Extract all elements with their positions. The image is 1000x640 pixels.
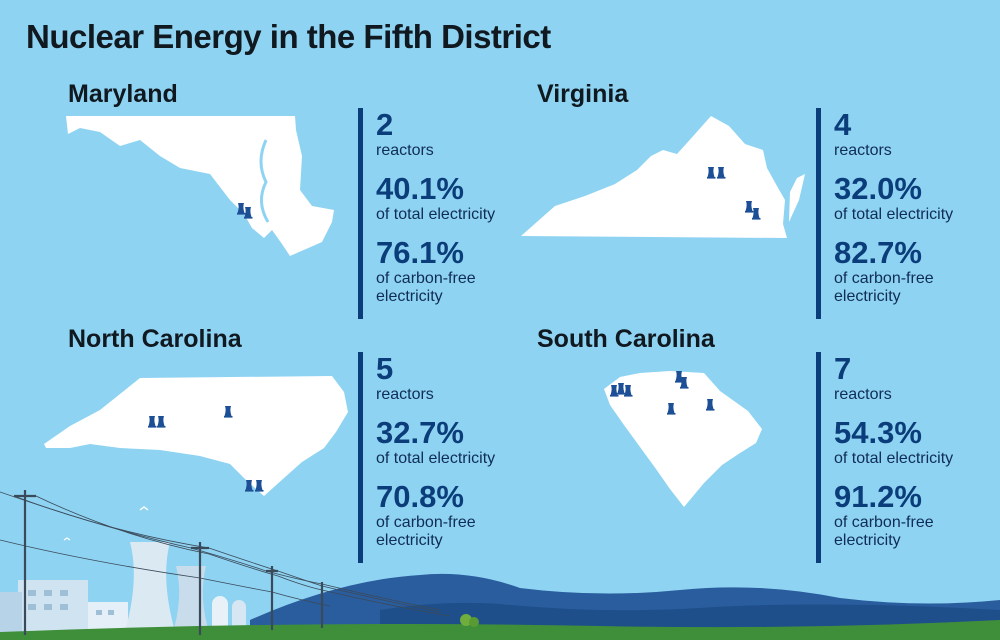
- reactor-label: reactors: [376, 386, 434, 403]
- reactor-count: 4: [834, 107, 852, 142]
- total-electricity-label: of total electricity: [376, 450, 496, 467]
- carbon-free-label: of carbon-free electricity: [834, 514, 934, 549]
- ground: [0, 620, 1000, 640]
- total-electricity-pct: 32.0%: [834, 171, 922, 206]
- stats-maryland: 2 reactors 40.1% of total electricity 76…: [358, 108, 526, 319]
- total-electricity-label: of total electricity: [834, 450, 954, 467]
- carbon-free-label: of carbon-free electricity: [376, 514, 476, 549]
- reactor-count: 7: [834, 351, 852, 386]
- state-name-maryland: Maryland: [68, 80, 178, 108]
- stats-south-carolina: 7 reactors 54.3% of total electricity 91…: [816, 352, 984, 563]
- state-name-virginia: Virginia: [537, 80, 629, 108]
- stats-north-carolina: 5 reactors 32.7% of total electricity 70…: [358, 352, 526, 563]
- page-title: Nuclear Energy in the Fifth District: [26, 18, 551, 55]
- carbon-free-label: of carbon-free electricity: [376, 270, 476, 305]
- power-lines: [14, 490, 324, 635]
- state-name-north-carolina: North Carolina: [68, 325, 242, 353]
- carbon-free-pct: 82.7%: [834, 235, 922, 270]
- carbon-free-pct: 91.2%: [834, 479, 922, 514]
- reactor-label: reactors: [834, 142, 892, 159]
- virginia-map: [521, 116, 805, 238]
- carbon-free-label: of carbon-free electricity: [834, 270, 934, 305]
- cooling-tower-icon: [124, 542, 176, 635]
- reactor-count: 5: [376, 351, 394, 386]
- carbon-free-pct: 70.8%: [376, 479, 464, 514]
- south-carolina-map: [604, 371, 762, 507]
- total-electricity-pct: 54.3%: [834, 415, 922, 450]
- reactor-count: 2: [376, 107, 394, 142]
- reactor-label: reactors: [376, 142, 434, 159]
- north-carolina-map: [44, 376, 348, 496]
- total-electricity-label: of total electricity: [834, 206, 954, 223]
- reactor-label: reactors: [834, 386, 892, 403]
- state-name-south-carolina: South Carolina: [537, 325, 715, 353]
- stats-virginia: 4 reactors 32.0% of total electricity 82…: [816, 108, 984, 319]
- total-electricity-pct: 32.7%: [376, 415, 464, 450]
- nuclear-plant-landscape: [0, 490, 1000, 640]
- total-electricity-label: of total electricity: [376, 206, 496, 223]
- carbon-free-pct: 76.1%: [376, 235, 464, 270]
- maryland-map: [66, 116, 334, 256]
- total-electricity-pct: 40.1%: [376, 171, 464, 206]
